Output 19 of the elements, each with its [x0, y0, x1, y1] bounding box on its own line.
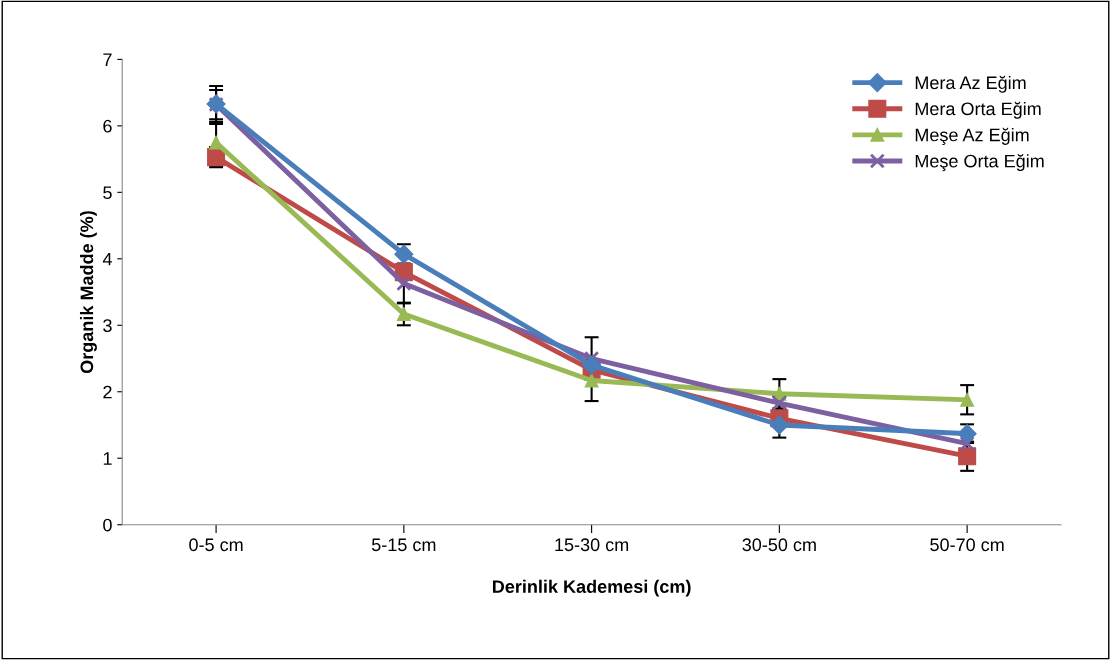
y-tick-label: 1 — [103, 452, 112, 465]
x-axis-title: Derinlik Kademesi (cm) — [492, 579, 691, 597]
legend-label: Meşe Az Eğim — [915, 127, 1029, 145]
x-tick-label: 50-70 cm — [930, 538, 1004, 552]
x-tick-label: 15-30 cm — [555, 538, 629, 552]
legend-label: Mera Az Eğim — [915, 75, 1026, 93]
legend-label: Mera Orta Eğim — [915, 101, 1041, 119]
y-tick-label: 5 — [103, 186, 112, 200]
y-tick-label: 7 — [103, 53, 112, 66]
y-tick-label: 0 — [103, 518, 112, 532]
y-tick-label: 2 — [103, 385, 112, 399]
x-tick-label: 30-50 cm — [742, 538, 816, 552]
y-tick-label: 6 — [103, 119, 112, 133]
x-tick-label: 0-5 cm — [189, 538, 243, 552]
y-tick-label: 4 — [102, 252, 112, 266]
legend-label: Meşe Orta Eğim — [915, 153, 1044, 172]
x-tick-label: 5-15 cm — [371, 538, 436, 552]
y-axis-title: Organik Madde (%) — [79, 211, 97, 374]
y-tick-label: 3 — [103, 319, 112, 333]
